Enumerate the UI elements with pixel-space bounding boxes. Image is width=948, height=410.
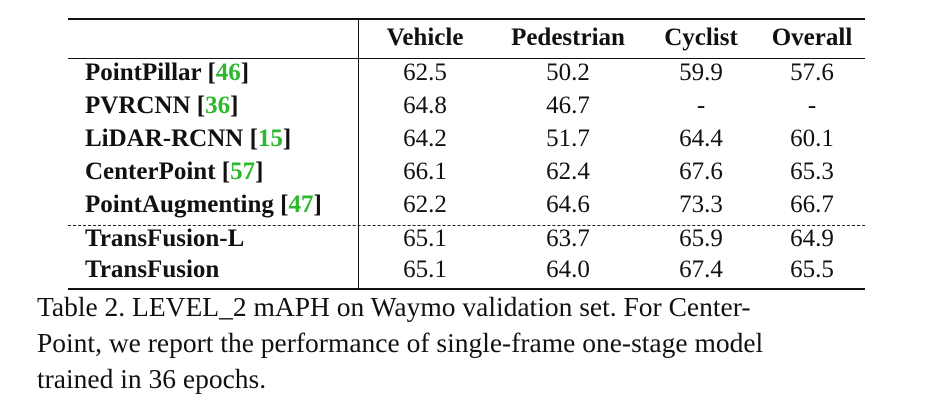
method-name: TransFusion-L bbox=[85, 225, 245, 252]
row-method-transfusion-l: TransFusion-L bbox=[85, 225, 244, 253]
method-name: TransFusion bbox=[85, 256, 220, 283]
table-cell: 64.8 bbox=[403, 92, 447, 119]
table-cell: 64.2 bbox=[403, 125, 447, 152]
caption-line: trained in 36 epochs. bbox=[37, 363, 267, 394]
caption-line: Point, we report the performance of sing… bbox=[37, 327, 764, 358]
table-cell: 57.6 bbox=[790, 59, 834, 86]
table-top-rule bbox=[68, 18, 865, 20]
table-header-rule bbox=[68, 58, 865, 60]
table-cell: 65.3 bbox=[790, 158, 834, 185]
citation-link[interactable]: 15 bbox=[257, 125, 283, 152]
table-cell: 64.4 bbox=[679, 125, 723, 152]
row-method-pointpillar: PointPillar [46] bbox=[85, 59, 250, 86]
table-cell: 66.7 bbox=[790, 191, 834, 218]
table-cell: 62.4 bbox=[546, 158, 590, 185]
table-cell: 64.6 bbox=[546, 191, 590, 218]
column-header-pedestrian: Pedestrian bbox=[511, 24, 625, 51]
table-cell: 67.6 bbox=[679, 158, 723, 185]
row-method-centerpoint: CenterPoint [57] bbox=[85, 158, 264, 185]
table-cell: - bbox=[696, 92, 706, 119]
column-header-overall: Overall bbox=[771, 24, 853, 51]
table-cell: 59.9 bbox=[679, 59, 723, 86]
table-cell: 67.4 bbox=[679, 256, 723, 283]
table-cell: 46.7 bbox=[546, 92, 590, 119]
citation-link[interactable]: 47 bbox=[288, 191, 314, 218]
row-method-lidar-rcnn: LiDAR-RCNN [15] bbox=[85, 125, 292, 152]
table-cell: 64.0 bbox=[546, 256, 590, 283]
row-method-transfusion: TransFusion bbox=[85, 256, 219, 284]
table-cell: 64.9 bbox=[790, 225, 834, 252]
table-cell: 62.5 bbox=[403, 59, 447, 86]
table-cell: 65.1 bbox=[403, 256, 447, 283]
method-name: CenterPoint bbox=[85, 158, 216, 185]
citation-link[interactable]: 36 bbox=[205, 92, 231, 119]
row-method-pvrcnn: PVRCNN [36] bbox=[85, 92, 239, 119]
table-caption: Table 2. LEVEL_2 mAPH on Waymo validatio… bbox=[37, 289, 917, 397]
table-bottom-rule bbox=[68, 288, 865, 290]
table-cell: 60.1 bbox=[790, 125, 834, 152]
table-dashed-separator bbox=[68, 225, 865, 226]
caption-line: Table 2. LEVEL_2 mAPH on Waymo validatio… bbox=[37, 291, 751, 322]
table-cell: - bbox=[807, 92, 817, 119]
table-cell: 66.1 bbox=[403, 158, 447, 185]
method-name: PVRCNN bbox=[85, 92, 191, 119]
method-name: PointAugmenting bbox=[85, 191, 274, 218]
citation-link[interactable]: 57 bbox=[230, 158, 256, 185]
table-cell: 73.3 bbox=[679, 191, 723, 218]
table-cell: 65.9 bbox=[679, 225, 723, 252]
table-cell: 65.5 bbox=[790, 256, 834, 283]
table-cell: 51.7 bbox=[546, 125, 590, 152]
table-cell: 50.2 bbox=[546, 59, 590, 86]
column-header-cyclist: Cyclist bbox=[664, 24, 738, 51]
table-cell: 65.1 bbox=[403, 225, 447, 252]
row-method-pointaugmenting: PointAugmenting [47] bbox=[85, 191, 322, 218]
table-cell: 63.7 bbox=[546, 225, 590, 252]
citation-link[interactable]: 46 bbox=[215, 59, 241, 86]
table-vertical-rule bbox=[358, 18, 360, 290]
column-header-vehicle: Vehicle bbox=[386, 24, 464, 51]
method-name: PointPillar bbox=[85, 59, 202, 86]
method-name: LiDAR-RCNN bbox=[85, 125, 244, 152]
table-cell: 62.2 bbox=[403, 191, 447, 218]
